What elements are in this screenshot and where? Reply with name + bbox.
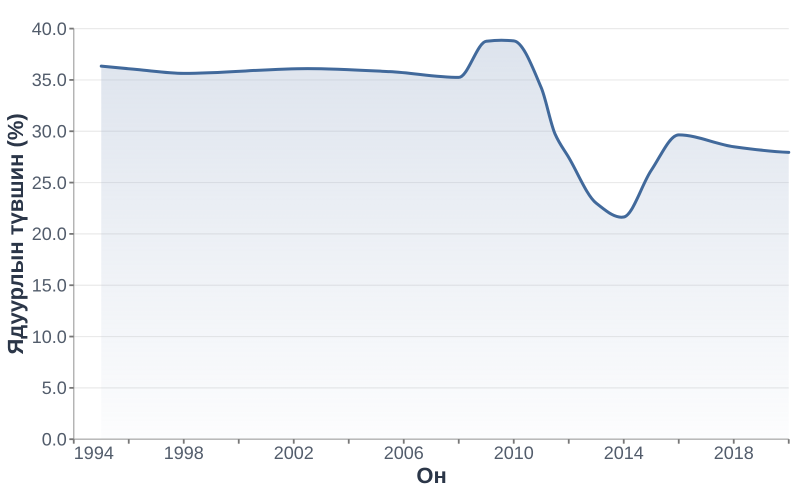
svg-text:2014: 2014 xyxy=(604,443,644,463)
svg-text:1998: 1998 xyxy=(164,443,204,463)
svg-text:5.0: 5.0 xyxy=(42,378,67,398)
svg-text:0.0: 0.0 xyxy=(42,429,67,449)
svg-text:35.0: 35.0 xyxy=(32,70,67,90)
svg-text:25.0: 25.0 xyxy=(32,173,67,193)
svg-text:40.0: 40.0 xyxy=(32,19,67,39)
svg-text:20.0: 20.0 xyxy=(32,224,67,244)
svg-text:15.0: 15.0 xyxy=(32,275,67,295)
svg-text:2002: 2002 xyxy=(274,443,314,463)
svg-text:Ядуурлын түвшин (%): Ядуурлын түвшин (%) xyxy=(3,113,28,354)
svg-text:2018: 2018 xyxy=(714,443,754,463)
svg-text:1994: 1994 xyxy=(74,443,114,463)
svg-text:2010: 2010 xyxy=(494,443,534,463)
svg-text:Он: Он xyxy=(416,463,446,488)
svg-text:2006: 2006 xyxy=(384,443,424,463)
svg-text:30.0: 30.0 xyxy=(32,121,67,141)
svg-text:10.0: 10.0 xyxy=(32,327,67,347)
